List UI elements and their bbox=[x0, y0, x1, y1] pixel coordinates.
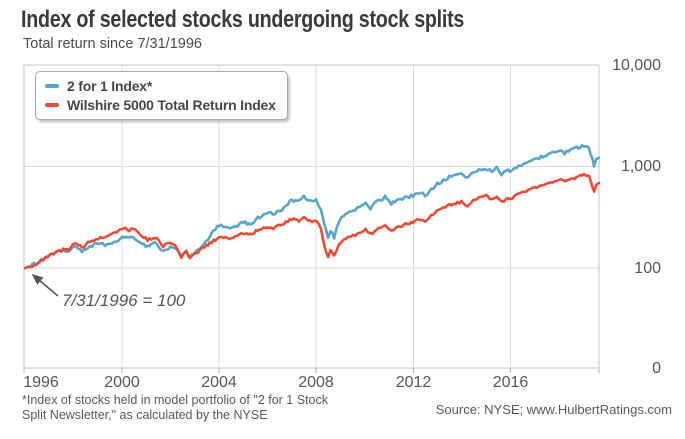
source-credit: Source: NYSE; www.HulbertRatings.com bbox=[435, 402, 672, 417]
y-tick-100: 100 bbox=[634, 260, 661, 277]
y-axis-labels: 10,000 1,000 100 0 bbox=[612, 57, 661, 377]
series-line-wilshire-5000 bbox=[23, 172, 601, 270]
legend-item-2for1: 2 for 1 Index* bbox=[45, 76, 276, 95]
y-tick-10000: 10,000 bbox=[612, 57, 661, 74]
legend-swatch-2for1 bbox=[45, 83, 59, 88]
page-subtitle: Total return since 7/31/1996 bbox=[23, 36, 202, 52]
legend-item-wilshire: Wilshire 5000 Total Return Index bbox=[45, 95, 276, 114]
footnote: *Index of stocks held in model portfolio… bbox=[22, 393, 328, 423]
annotation-arrow bbox=[31, 273, 59, 297]
legend-label-wilshire: Wilshire 5000 Total Return Index bbox=[67, 96, 276, 113]
x-tick-2004: 2004 bbox=[201, 374, 237, 391]
legend-swatch-wilshire bbox=[45, 102, 59, 107]
x-axis-tick-marks bbox=[23, 368, 600, 373]
plot-border bbox=[23, 64, 600, 369]
x-tick-2016: 2016 bbox=[493, 374, 529, 391]
series-line-2for1-index bbox=[23, 144, 601, 270]
page-title: Index of selected stocks undergoing stoc… bbox=[21, 6, 465, 33]
footnote-line1: *Index of stocks held in model portfolio… bbox=[22, 393, 328, 407]
footnote-line2: Split Newsletter," as calculated by the … bbox=[22, 408, 268, 422]
x-axis-labels: 1996 2000 2004 2008 2012 2016 bbox=[23, 374, 528, 391]
x-tick-2008: 2008 bbox=[298, 374, 334, 391]
y-tick-1000: 1,000 bbox=[621, 158, 661, 175]
x-tick-2012: 2012 bbox=[396, 374, 432, 391]
legend: 2 for 1 Index* Wilshire 5000 Total Retur… bbox=[35, 71, 288, 120]
annotation-text: 7/31/1996 = 100 bbox=[62, 291, 186, 310]
x-tick-1996: 1996 bbox=[23, 374, 59, 391]
legend-label-2for1: 2 for 1 Index* bbox=[67, 77, 153, 94]
y-tick-0: 0 bbox=[652, 360, 661, 377]
x-tick-2000: 2000 bbox=[104, 374, 140, 391]
